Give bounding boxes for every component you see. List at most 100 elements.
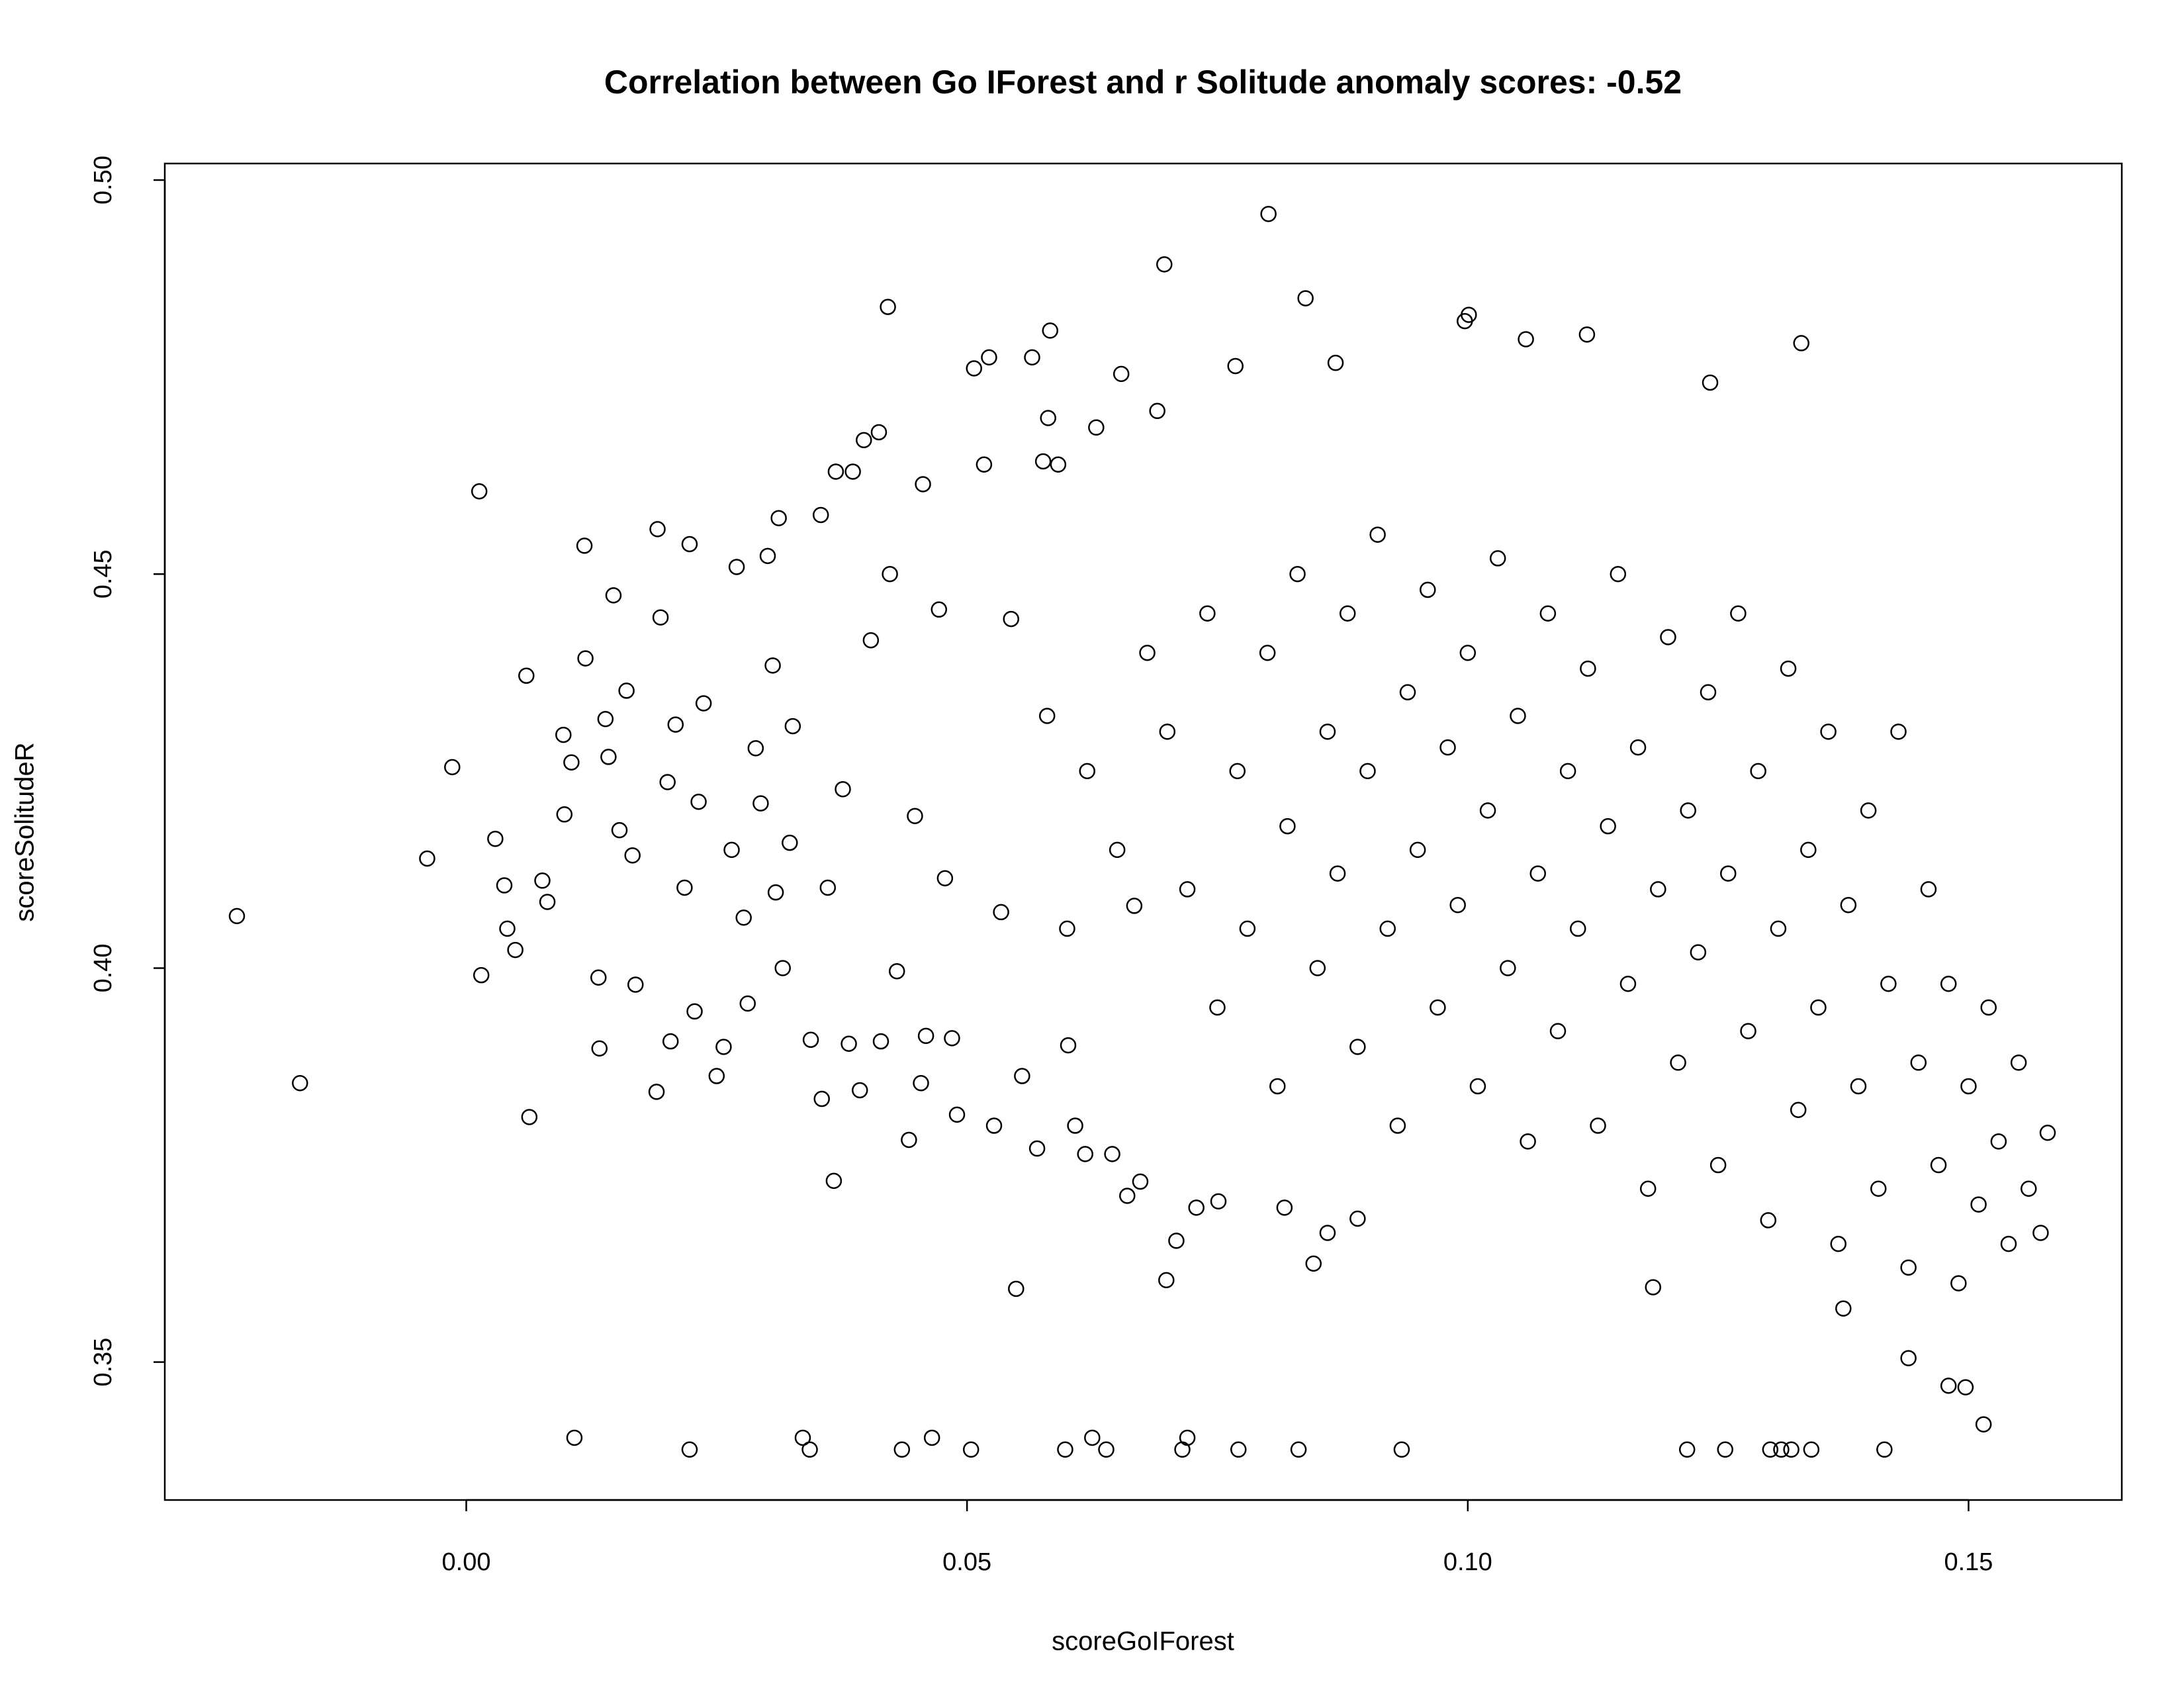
point [966,360,983,377]
point [747,740,764,757]
point [1210,1193,1227,1210]
point [1003,610,1019,628]
point [2021,1180,2037,1197]
point [1489,550,1506,567]
point [1800,841,1817,859]
point [1279,818,1296,835]
y-axis-label: scoreSolitudeR [11,742,40,921]
point [1113,365,1130,383]
point [1034,453,1052,470]
point [1820,724,1837,740]
point [1840,896,1857,914]
point [1349,1210,1366,1227]
point [1430,999,1446,1016]
point [1520,1133,1536,1150]
point [1409,841,1426,859]
point [1305,1255,1322,1272]
point [827,463,844,480]
point [600,749,617,765]
point [767,884,784,901]
point [1149,402,1165,420]
point [1399,684,1416,701]
point [1469,1078,1486,1095]
point [1420,581,1436,598]
point [1539,605,1557,622]
point [1042,322,1059,339]
y-tick-label: 0.50 [89,156,117,205]
point [1050,456,1067,473]
point [1910,1055,1927,1071]
point [2010,1055,2027,1071]
point [1439,739,1456,756]
point [686,1003,703,1020]
point [1940,1378,1957,1394]
point [555,726,572,743]
point [782,834,798,851]
point [1077,1146,1093,1162]
point [1038,708,1056,724]
point [1179,1429,1196,1446]
point [985,1117,1003,1134]
point [1709,1156,1727,1174]
point [563,754,580,771]
point [1529,865,1546,882]
point [1188,1199,1205,1216]
point [1629,739,1647,756]
point [856,432,872,449]
point [1289,565,1306,583]
point [1158,1272,1175,1289]
point [1500,960,1516,976]
point [1920,881,1937,898]
point [1590,1117,1606,1134]
point [844,463,861,480]
point [1960,1078,1977,1095]
point [1850,1078,1867,1095]
point [649,521,666,538]
point [496,877,513,894]
point [566,1429,583,1446]
point [1830,1235,1846,1252]
point [228,908,246,925]
point [1276,1199,1293,1216]
point [1084,1429,1101,1446]
point [774,960,791,976]
point [1760,1212,1777,1229]
point [1578,326,1596,343]
point [577,650,594,667]
point [759,547,776,565]
point [1098,1441,1115,1458]
point [1750,763,1766,780]
point [1730,605,1747,622]
point [1024,349,1040,366]
point [1132,1173,1149,1190]
point [1168,1233,1185,1249]
point [1870,1180,1887,1197]
point [1990,1133,2007,1150]
point [471,483,488,500]
point [1230,1441,1247,1458]
point [1876,1441,1893,1458]
point [605,587,622,604]
point [1957,1379,1974,1396]
point [1510,708,1526,724]
point [1610,565,1627,583]
point [812,506,829,524]
point [880,299,896,315]
point [1057,1441,1073,1458]
point [802,1031,819,1049]
point [1159,724,1176,740]
point [1803,1441,1820,1458]
point [473,966,490,984]
point [1890,724,1907,740]
point [1810,999,1827,1016]
point [770,510,787,526]
y-tick-label: 0.40 [89,943,117,992]
point [1970,1196,1987,1213]
point [801,1441,818,1458]
point [764,657,781,674]
point [1319,1225,1336,1241]
point [2039,1125,2056,1141]
point [872,1033,889,1050]
point [1329,865,1346,882]
